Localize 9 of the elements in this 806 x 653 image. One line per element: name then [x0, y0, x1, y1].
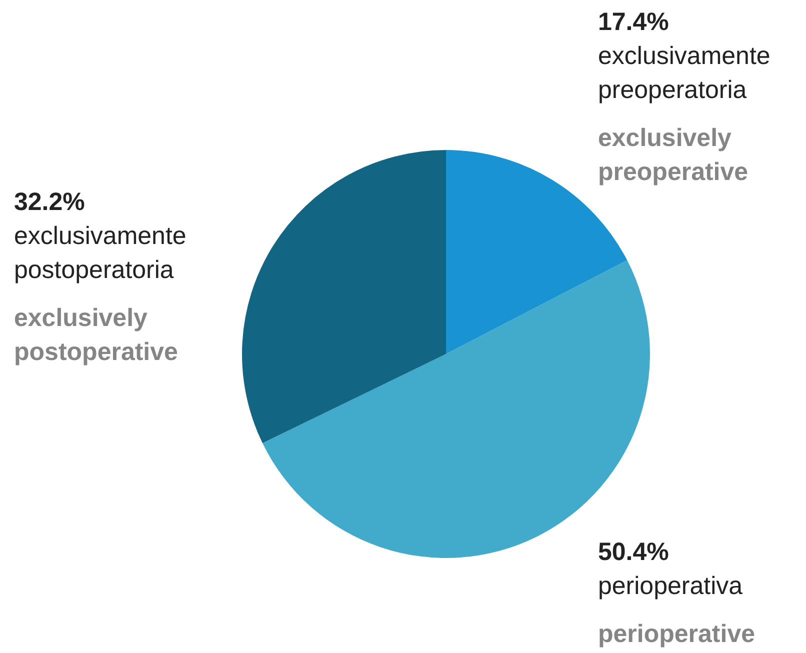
slice-label: exclusivamente postoperatoria [14, 222, 186, 284]
data-label: 32.2% [14, 188, 85, 216]
text: exclusively preoperative [598, 124, 748, 186]
text: perioperative [598, 620, 756, 648]
data-label: 17.4% [598, 8, 669, 36]
text: exclusively postoperative [14, 304, 178, 366]
data-label: 50.4% [598, 538, 669, 566]
slice-label: perioperativa [598, 572, 743, 600]
slice-label: exclusivamente preoperatoria [598, 42, 770, 104]
